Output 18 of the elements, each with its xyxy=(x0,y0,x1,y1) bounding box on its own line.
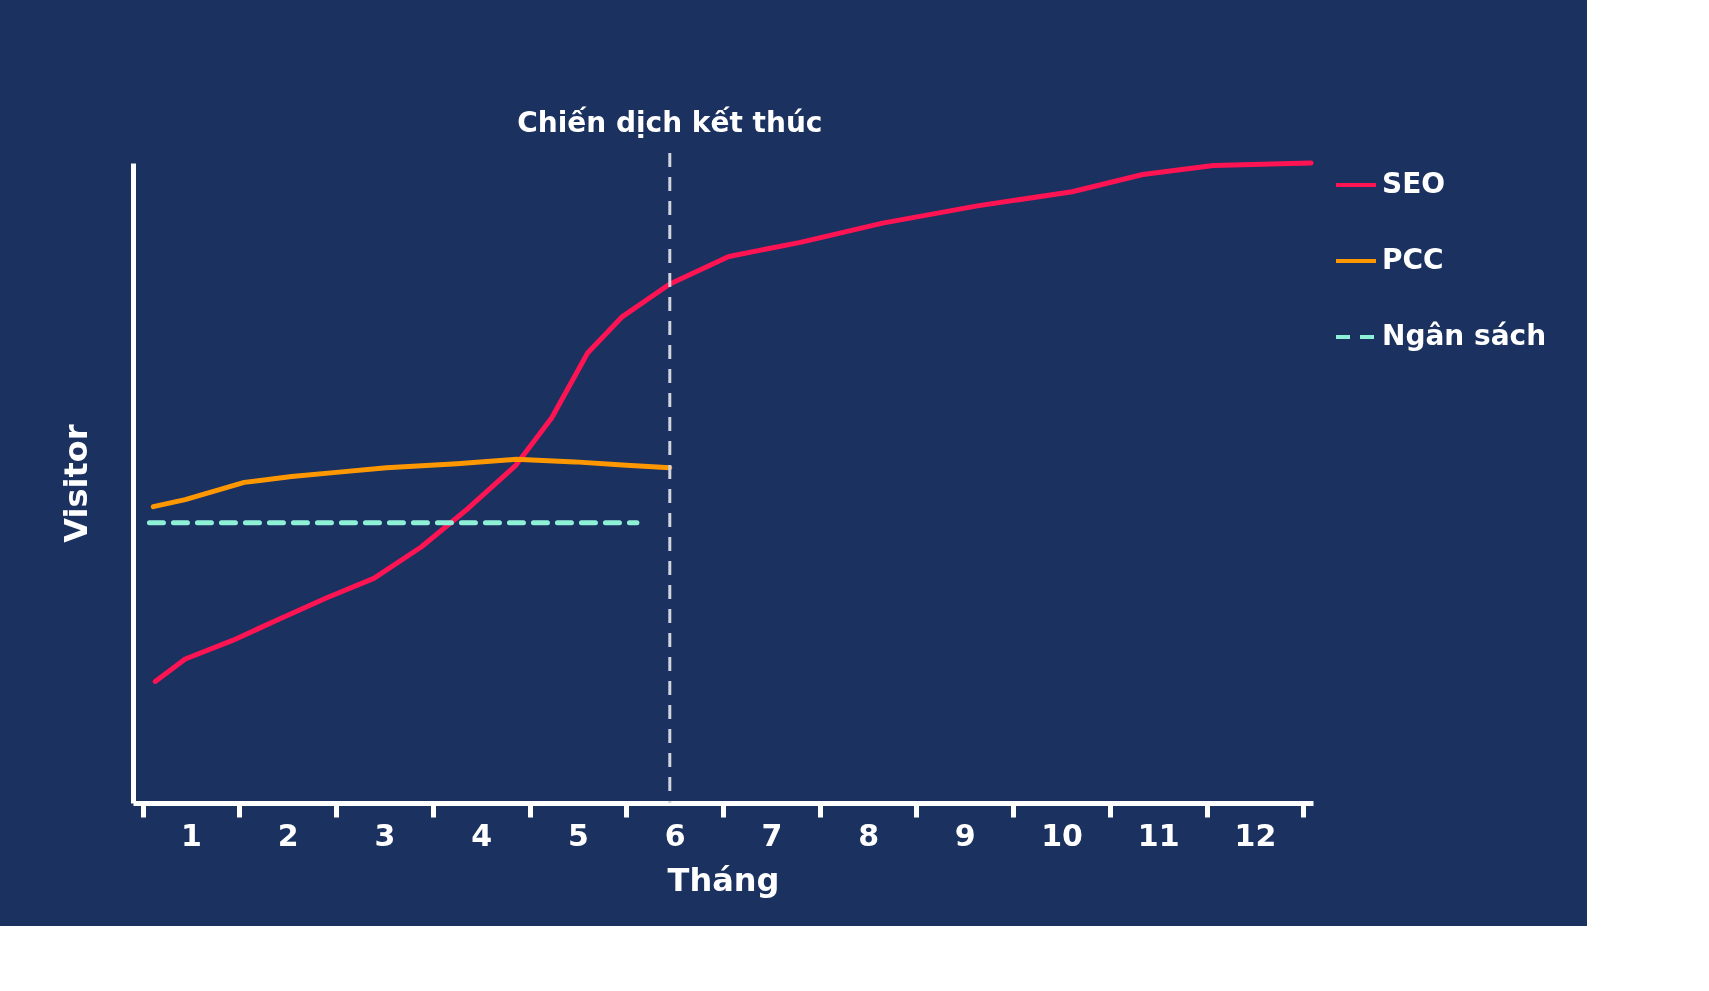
legend-label: PCC xyxy=(1382,243,1444,276)
y-axis-title: Visitor xyxy=(56,424,95,543)
x-tick-label: 3 xyxy=(374,817,396,853)
x-tick-label: 6 xyxy=(664,817,686,853)
x-tick-label: 11 xyxy=(1137,817,1180,853)
x-tick-label: 9 xyxy=(954,817,976,853)
x-tick-label: 2 xyxy=(277,817,299,853)
ref-line-label: Chiến dịch kết thúc xyxy=(517,106,823,139)
x-tick-label: 7 xyxy=(761,817,783,853)
x-tick-label: 4 xyxy=(471,817,493,853)
legend-label: SEO xyxy=(1382,167,1446,200)
x-tick-label: 1 xyxy=(181,817,202,853)
x-tick-label: 8 xyxy=(858,817,880,853)
x-tick-label: 10 xyxy=(1041,817,1083,853)
x-tick-label: 12 xyxy=(1234,817,1277,853)
x-axis-title: Tháng xyxy=(667,860,780,899)
legend-label: Ngân sách xyxy=(1382,319,1547,352)
x-tick-label: 5 xyxy=(567,817,589,853)
